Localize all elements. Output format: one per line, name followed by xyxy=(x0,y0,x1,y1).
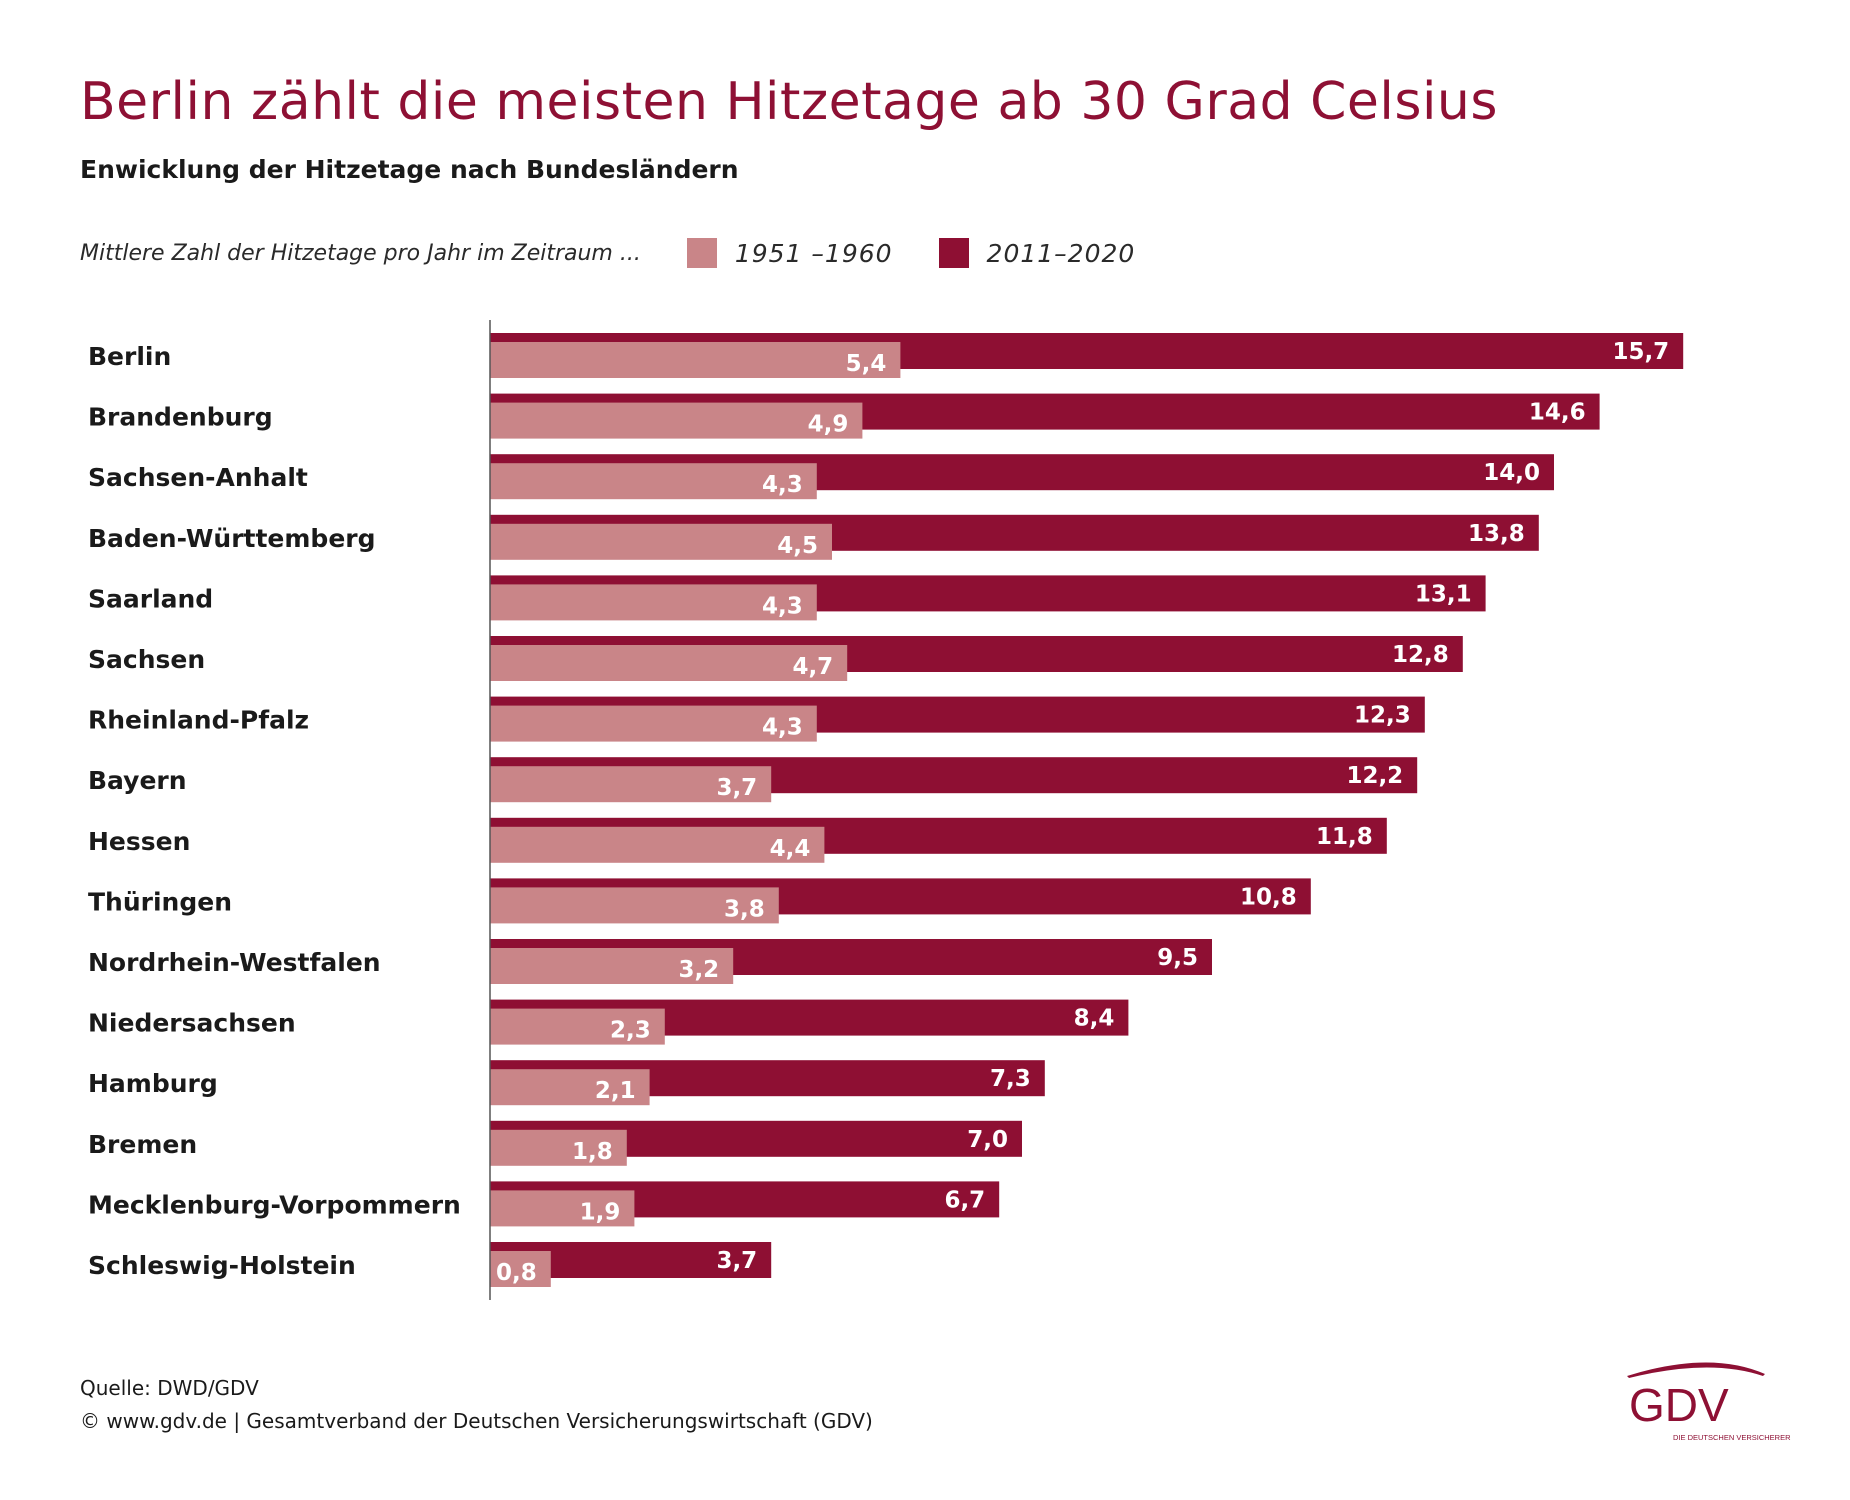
value-label-1951-1960-niedersachsen: 2,3 xyxy=(610,1018,651,1044)
value-label-1951-1960-schleswig-holstein: 0,8 xyxy=(496,1260,537,1286)
category-label-saarland: Saarland xyxy=(88,584,213,613)
bar-1951-1960-sachsen xyxy=(490,645,848,681)
bar-1951-1960-berlin xyxy=(490,342,901,378)
category-label-nordrhein-westfalen: Nordrhein-Westfalen xyxy=(88,948,381,977)
value-label-1951-1960-mecklenburg-vorpommern: 1,9 xyxy=(580,1199,621,1225)
bar-1951-1960-saarland xyxy=(490,584,817,621)
value-label-1951-1960-sachsen-anhalt: 4,3 xyxy=(762,472,803,498)
value-label-2011-2020-schleswig-holstein: 3,7 xyxy=(716,1248,757,1274)
category-label-bayern: Bayern xyxy=(88,766,187,795)
value-label-1951-1960-bremen: 1,8 xyxy=(572,1139,613,1165)
value-label-2011-2020-niedersachsen: 8,4 xyxy=(1074,1006,1115,1032)
value-label-1951-1960-bayern: 3,7 xyxy=(716,775,757,801)
bar-1951-1960-bayern xyxy=(490,766,772,803)
bar-1951-1960-niedersachsen xyxy=(490,1008,665,1045)
category-label-baden-w-rttemberg: Baden-Württemberg xyxy=(88,524,376,553)
bar-1951-1960-brandenburg xyxy=(490,402,863,439)
value-label-1951-1960-hamburg: 2,1 xyxy=(595,1078,636,1104)
legend: Mittlere Zahl der Hitzetage pro Jahr im … xyxy=(80,236,1135,270)
footer: Quelle: DWD/GDV © www.gdv.de | Gesamtver… xyxy=(80,1372,873,1438)
bar-1951-1960-hamburg xyxy=(490,1069,650,1106)
value-label-2011-2020-hessen: 11,8 xyxy=(1316,824,1373,850)
value-label-1951-1960-baden-w-rttemberg: 4,5 xyxy=(777,533,818,559)
value-label-1951-1960-rheinland-pfalz: 4,3 xyxy=(762,715,803,741)
category-label-bremen: Bremen xyxy=(88,1130,197,1159)
value-label-1951-1960-sachsen: 4,7 xyxy=(792,654,833,680)
value-label-2011-2020-brandenburg: 14,6 xyxy=(1529,400,1586,426)
bar-1951-1960-bremen xyxy=(490,1129,627,1166)
bar-1951-1960-baden-w-rttemberg xyxy=(490,523,832,560)
gdv-logo: GDV DIE DEUTSCHEN VERSICHERER xyxy=(1627,1362,1791,1442)
bar-1951-1960-schleswig-holstein xyxy=(490,1251,551,1287)
value-label-1951-1960-hessen: 4,4 xyxy=(770,836,811,862)
copyright-note: © www.gdv.de | Gesamtverband der Deutsch… xyxy=(80,1409,873,1433)
category-label-brandenburg: Brandenburg xyxy=(88,403,273,432)
value-label-1951-1960-saarland: 4,3 xyxy=(762,593,803,619)
logo-arc xyxy=(1627,1362,1765,1378)
bar-1951-1960-rheinland-pfalz xyxy=(490,705,817,742)
value-label-2011-2020-saarland: 13,1 xyxy=(1415,581,1472,607)
legend-item-2011-2020: 2011–2020 xyxy=(938,238,1136,268)
value-label-2011-2020-th-ringen: 10,8 xyxy=(1240,884,1297,910)
legend-label-2011-2020: 2011–2020 xyxy=(986,238,1136,268)
category-label-sachsen-anhalt: Sachsen-Anhalt xyxy=(88,463,308,492)
bar-1951-1960-nordrhein-westfalen xyxy=(490,948,734,984)
category-label-rheinland-pfalz: Rheinland-Pfalz xyxy=(88,706,309,735)
bar-1951-1960-mecklenburg-vorpommern xyxy=(490,1190,635,1227)
logo-text: GDV xyxy=(1629,1379,1729,1431)
bar-1951-1960-sachsen-anhalt xyxy=(490,463,817,500)
category-label-berlin: Berlin xyxy=(88,342,171,371)
value-label-2011-2020-hamburg: 7,3 xyxy=(990,1066,1031,1092)
value-label-2011-2020-bayern: 12,2 xyxy=(1346,763,1403,789)
logo-tagline: DIE DEUTSCHEN VERSICHERER xyxy=(1673,1433,1791,1442)
value-label-2011-2020-berlin: 15,7 xyxy=(1612,339,1669,365)
legend-caption: Mittlere Zahl der Hitzetage pro Jahr im … xyxy=(80,240,641,266)
bar-chart: Berlin 15,7 5,4 Brandenburg 14,6 4,9 Sachsen-A… xyxy=(88,320,1684,1300)
chart-subtitle: Enwicklung der Hitzetage nach Bundesländ… xyxy=(80,155,739,184)
bar-1951-1960-hessen xyxy=(490,826,825,863)
value-label-1951-1960-brandenburg: 4,9 xyxy=(808,412,849,438)
value-label-1951-1960-th-ringen: 3,8 xyxy=(724,896,765,922)
category-label-niedersachsen: Niedersachsen xyxy=(88,1009,296,1038)
bar-1951-1960-th-ringen xyxy=(490,887,779,924)
value-label-2011-2020-nordrhein-westfalen: 9,5 xyxy=(1157,945,1198,971)
value-label-1951-1960-nordrhein-westfalen: 3,2 xyxy=(678,957,719,983)
value-label-2011-2020-mecklenburg-vorpommern: 6,7 xyxy=(944,1187,985,1213)
chart-title: Berlin zählt die meisten Hitzetage ab 30… xyxy=(80,72,1498,132)
source-note: Quelle: DWD/GDV xyxy=(80,1376,259,1400)
value-label-2011-2020-sachsen: 12,8 xyxy=(1392,642,1449,668)
category-label-mecklenburg-vorpommern: Mecklenburg-Vorpommern xyxy=(88,1190,461,1219)
value-label-2011-2020-bremen: 7,0 xyxy=(967,1127,1008,1153)
value-label-2011-2020-baden-w-rttemberg: 13,8 xyxy=(1468,521,1525,547)
category-label-hamburg: Hamburg xyxy=(88,1069,218,1098)
category-label-sachsen: Sachsen xyxy=(88,645,205,674)
value-label-2011-2020-rheinland-pfalz: 12,3 xyxy=(1354,703,1411,729)
legend-swatch-1951-1960 xyxy=(686,238,717,268)
legend-item-1951-1960: 1951 –1960 xyxy=(686,238,893,268)
value-label-1951-1960-berlin: 5,4 xyxy=(846,351,887,377)
category-label-th-ringen: Thüringen xyxy=(88,887,232,916)
category-label-schleswig-holstein: Schleswig-Holstein xyxy=(88,1251,356,1280)
value-label-2011-2020-sachsen-anhalt: 14,0 xyxy=(1483,460,1540,486)
legend-swatch-2011-2020 xyxy=(938,238,969,268)
legend-label-1951-1960: 1951 –1960 xyxy=(734,238,893,268)
category-label-hessen: Hessen xyxy=(88,827,190,856)
